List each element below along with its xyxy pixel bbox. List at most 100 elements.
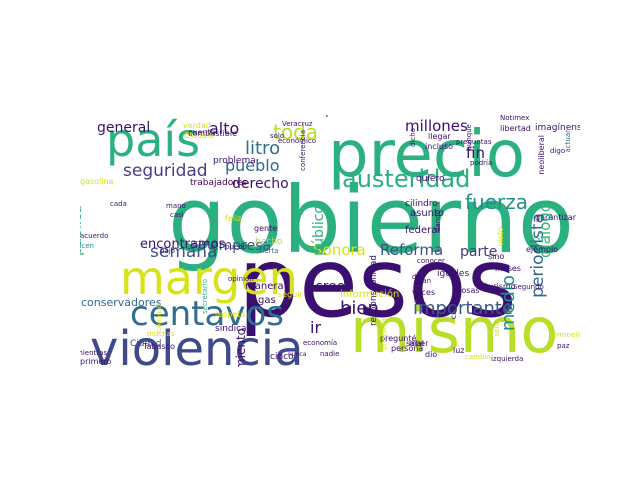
cloud-word: bajo [160, 247, 175, 255]
cloud-word: veces [412, 288, 436, 297]
cloud-word: reunión [171, 115, 198, 117]
cloud-word: mismo [350, 294, 559, 367]
cloud-word: violencia [90, 321, 304, 367]
cloud-word: mientras [80, 349, 108, 357]
cloud-word: mano [166, 202, 186, 210]
word-cloud: gobierno pesos precio mismo violencia margen p… [80, 115, 580, 367]
cloud-word: trabajadores [190, 178, 247, 188]
cloud-word: quiero [416, 174, 445, 184]
cloud-word: derecho [232, 176, 289, 192]
cloud-word: austeridad [342, 165, 471, 193]
cloud-word: Reforma [380, 241, 444, 259]
cloud-word: imagínense [535, 123, 580, 133]
cloud-word: cada [110, 200, 127, 208]
cloud-word: información [340, 289, 400, 300]
cloud-word: mesas [312, 115, 335, 117]
cloud-word: dicen [80, 242, 94, 250]
cloud-word: termoeléctrica [550, 331, 580, 339]
cloud-word: público [311, 205, 327, 256]
cloud-word: bien [340, 298, 379, 319]
cloud-word: nadie [320, 350, 340, 358]
cloud-word: alerta [258, 247, 279, 255]
cloud-word: visto [496, 227, 505, 247]
cloud-word: conservadores [81, 296, 162, 309]
cloud-word: seguir [278, 290, 303, 299]
cloud-word: prensa [325, 115, 373, 117]
cloud-word: izquierda [491, 355, 524, 363]
cloud-word: combustible [188, 129, 237, 138]
cloud-word: cambio [465, 353, 491, 361]
cloud-word: pesos [238, 227, 517, 339]
cloud-word: Veracruz [282, 120, 313, 128]
cloud-word: Sonora [313, 241, 366, 259]
cloud-word: general [97, 120, 151, 136]
cloud-word: seis [493, 323, 501, 337]
cloud-word: gasolina [80, 177, 114, 186]
cloud-word: dicho [409, 128, 417, 147]
cloud-word: turismo [485, 282, 516, 291]
cloud-word: preguntas [456, 138, 492, 146]
cloud-word: podría [470, 159, 493, 167]
cloud-word: cabo [449, 300, 458, 320]
cloud-word: libertad [500, 124, 531, 133]
cloud-word: puedo [225, 243, 247, 251]
cloud-word: mal [409, 339, 424, 348]
cloud-word: muchas [147, 330, 175, 338]
cloud-word: cosas [457, 286, 480, 295]
cloud-word: seguridad [123, 161, 208, 181]
cloud-word: económico [278, 137, 317, 145]
cloud-word: hecho [255, 237, 283, 247]
cloud-word: manera [245, 281, 284, 292]
cloud-word: sino [488, 252, 505, 261]
cloud-word: ocho [191, 239, 208, 247]
cloud-word: gente [254, 224, 278, 233]
cloud-word: parte [460, 244, 498, 260]
cloud-word: ir [310, 318, 322, 337]
cloud-word: garantizar [535, 213, 576, 222]
cloud-word: actuar [564, 130, 572, 153]
cloud-word: Ciudad [130, 339, 162, 349]
cloud-word: gobierno [168, 167, 575, 274]
cloud-word: persona [391, 344, 424, 353]
cloud-word: solo [270, 132, 285, 140]
cloud-word: primero [80, 357, 112, 366]
cloud-word: dar [412, 273, 424, 281]
cloud-word: cinco [270, 352, 294, 362]
cloud-word: Claudia [184, 131, 214, 140]
cloud-word: precio [328, 118, 526, 192]
cloud-word: acuerdo [80, 232, 109, 240]
cloud-word: gas [258, 295, 276, 306]
cloud-word: pregunté [380, 334, 417, 343]
cloud-word: luz [453, 346, 465, 355]
cloud-word: sindicato [215, 324, 256, 334]
cloud-word: Hermosillo [280, 115, 317, 117]
cloud-word: iguales [437, 269, 470, 279]
cloud-word: paz [557, 342, 570, 350]
cloud-word: millones [405, 117, 468, 135]
cloud-word: asunto [410, 208, 445, 219]
cloud-word: país [106, 115, 201, 167]
cloud-word: centavos [130, 294, 284, 334]
cloud-word: cuenta [188, 128, 216, 137]
cloud-word: toda [273, 120, 319, 144]
cloud-word: incluso [425, 142, 454, 151]
cloud-word: casi [170, 211, 184, 219]
cloud-word: pregunta [380, 318, 388, 350]
cloud-word: saber [406, 339, 429, 348]
cloud-word: importante [413, 298, 514, 319]
cloud-word: ejemplo [526, 245, 559, 254]
cloud-word: responsabilidad [369, 255, 379, 327]
cloud-word: Segundo [513, 283, 544, 291]
cloud-word: federal [405, 225, 441, 236]
cloud-word: encontramos [140, 237, 226, 252]
cloud-word: margen [120, 251, 298, 305]
cloud-word: gran [415, 277, 432, 285]
cloud-word: fuerza [465, 190, 528, 214]
cloud-word: opinión [228, 275, 254, 283]
cloud-word: empresa [210, 238, 272, 254]
cloud-word: tolerancia [156, 303, 163, 333]
cloud-word: cilindro [405, 199, 438, 209]
cloud-word: litro [245, 138, 281, 159]
cloud-word: llegar [428, 132, 451, 141]
cloud-word: creo [315, 279, 346, 295]
